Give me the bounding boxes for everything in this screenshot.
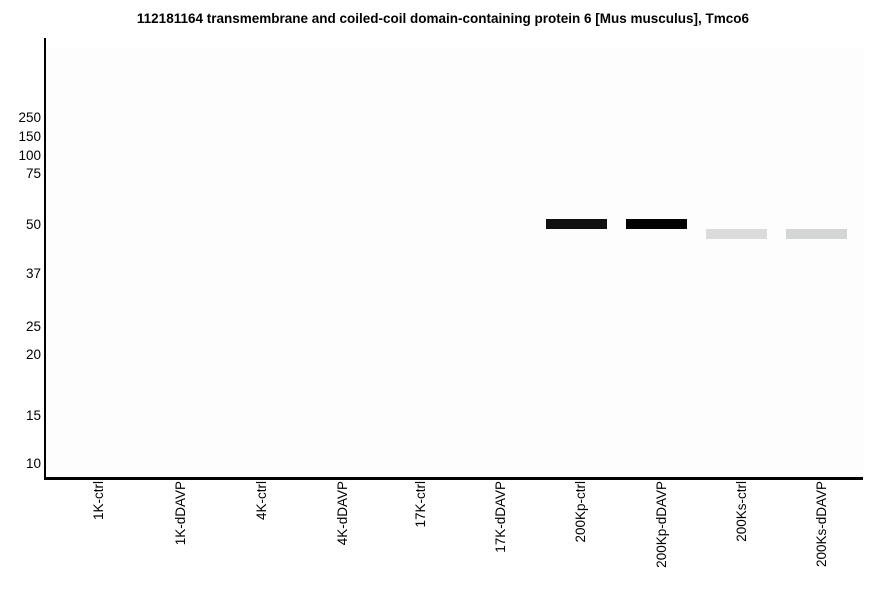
protein-band	[626, 219, 687, 229]
lane-label: 17K-ctrl	[413, 481, 428, 528]
y-axis-line	[44, 38, 46, 480]
protein-band	[786, 229, 847, 239]
mw-marker-label: 10	[25, 456, 41, 471]
x-axis-line	[44, 477, 863, 480]
mw-marker-label: 20	[25, 347, 41, 362]
mw-marker-label: 250	[18, 110, 41, 125]
lane-label: 17K-dDAVP	[493, 481, 508, 553]
lane-label: 200Ks-dDAVP	[814, 481, 829, 568]
mw-marker-label: 100	[18, 148, 41, 163]
lane-label: 4K-ctrl	[254, 481, 269, 521]
plot-area	[46, 48, 863, 477]
mw-marker-label: 25	[25, 319, 41, 334]
protein-band	[546, 219, 607, 229]
mw-marker-label: 75	[25, 166, 41, 181]
lane-label: 4K-dDAVP	[335, 481, 350, 546]
mw-marker-label: 50	[25, 217, 41, 232]
mw-marker-label: 15	[25, 408, 41, 423]
lane-label: 200Kp-ctrl	[573, 481, 588, 543]
lane-label: 1K-ctrl	[91, 481, 106, 521]
lane-label: 200Kp-dDAVP	[654, 481, 669, 568]
protein-band	[706, 229, 767, 239]
mw-marker-label: 37	[25, 266, 41, 281]
chart-title: 112181164 transmembrane and coiled-coil …	[136, 11, 750, 26]
lane-label: 200Ks-ctrl	[734, 481, 749, 542]
lane-label: 1K-dDAVP	[173, 481, 188, 546]
mw-marker-label: 150	[18, 129, 41, 144]
